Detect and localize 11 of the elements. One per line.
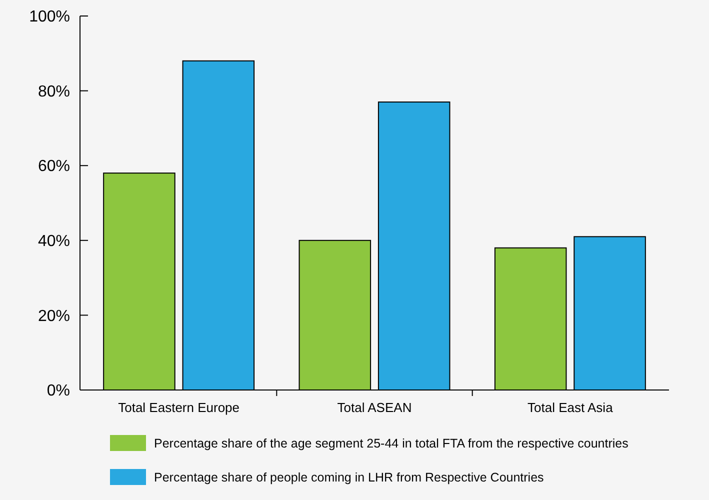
y-tick-label: 80% (38, 83, 70, 100)
legend-label: Percentage share of the age segment 25-44 in total FTA from the respective countries (154, 436, 628, 450)
x-tick-label: Total East Asia (528, 400, 614, 415)
x-tick-label: Total Eastern Europe (118, 400, 240, 415)
y-tick-label: 0% (46, 382, 70, 400)
y-tick-label: 40% (38, 233, 70, 250)
y-tick-label: 20% (38, 308, 70, 325)
y-tick-label: 100% (29, 8, 70, 26)
x-tick-label: Total ASEAN (337, 400, 412, 415)
legend-label: Percentage share of people coming in LHR from Respective Countries (154, 470, 544, 484)
y-tick-label: 60% (38, 158, 70, 176)
